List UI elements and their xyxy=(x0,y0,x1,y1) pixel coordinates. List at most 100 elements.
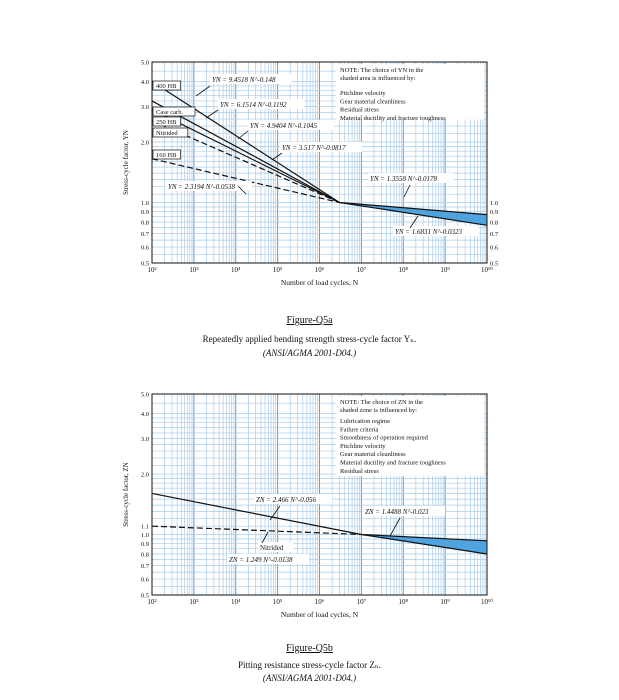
series-line-a-0 xyxy=(151,80,340,203)
leader-line xyxy=(409,215,419,229)
y-tick-label-left: 4.0 xyxy=(141,411,149,418)
equation-label: ZN = 1.249 N^-0.0138 xyxy=(229,556,293,564)
y-tick-label-left: 1.1 xyxy=(141,524,149,531)
note-item: Lubrication regime xyxy=(340,418,390,425)
note-title: shaded area is influenced by: xyxy=(340,75,416,82)
y-tick-label-left: 1.0 xyxy=(141,200,149,207)
equation-label: YN = 1.3558 N^-0.0178 xyxy=(370,175,437,183)
x-axis-label: Number of load cycles, N xyxy=(281,278,359,287)
figure-a-caption: Repeatedly applied bending strength stre… xyxy=(202,334,417,344)
note-item: Gear material cleanliness xyxy=(340,451,406,458)
curve-label-box xyxy=(152,80,181,91)
x-tick-label: 10⁹ xyxy=(440,266,450,274)
equation-bg xyxy=(363,506,445,516)
leader-line xyxy=(237,185,247,195)
y-tick-label-right: 0.9 xyxy=(490,209,498,216)
note-item: Pitchline velocity xyxy=(340,443,386,450)
x-tick-label: 10⁷ xyxy=(357,266,367,274)
y-tick-label-right: 0.7 xyxy=(490,231,499,238)
figure-b-standard: (ANSI/AGMA 2001-D04.) xyxy=(262,673,357,683)
plot-frame-b xyxy=(151,393,488,596)
y-axis-label: Stress-cycle factor, YN xyxy=(122,130,130,195)
series-line-b-1 xyxy=(151,525,362,536)
leader-line xyxy=(403,184,411,198)
x-tick-label: 10⁷ xyxy=(357,598,367,606)
note-item: Material ductility and fracture toughnes… xyxy=(340,460,446,467)
y-tick-label-left: 0.7 xyxy=(141,563,150,570)
x-tick-label: 10² xyxy=(147,266,156,274)
note-item: Material ductility and fracture toughnes… xyxy=(340,115,446,122)
y-tick-label-left: 3.0 xyxy=(141,436,149,443)
series-line-a-5 xyxy=(339,201,488,216)
leader-line xyxy=(271,152,283,161)
note-title: NOTE: The choice of ZN in the xyxy=(340,399,423,406)
x-tick-label: 10¹⁰ xyxy=(481,266,493,274)
figure-b-label: Figure-Q5b xyxy=(286,643,333,654)
note-title: NOTE: The choice of YN in the xyxy=(340,67,424,74)
y-tick-label-left: 0.9 xyxy=(141,209,149,216)
plot-frame-a xyxy=(151,61,488,264)
x-tick-label: 10⁸ xyxy=(399,598,409,606)
equation-bg xyxy=(258,542,294,552)
y-tick-label-left: 0.5 xyxy=(141,261,149,268)
curve-label-box xyxy=(152,149,181,160)
x-tick-label: 10² xyxy=(147,598,156,606)
y-tick-label-left: 0.6 xyxy=(141,245,150,252)
leader-line xyxy=(205,109,219,119)
curve-label: 160 HB xyxy=(156,152,177,159)
x-tick-label: 10¹⁰ xyxy=(481,598,493,606)
leader-line xyxy=(269,505,281,521)
equation-bg xyxy=(248,120,334,130)
equation-label: YN = 4.9404 N^-0.1045 xyxy=(250,122,317,130)
equation-label: YN = 3.517 N^-0.0817 xyxy=(282,144,346,152)
note-item: Failure criteria xyxy=(340,426,379,433)
x-tick-label: 10⁹ xyxy=(440,598,450,606)
equation-label: Nitrided xyxy=(260,544,284,552)
x-tick-label: 10⁶ xyxy=(315,266,325,274)
equation-label: YN = 2.3194 N^-0.0538 xyxy=(168,183,235,191)
x-axis-label: Number of load cycles, N xyxy=(281,610,359,619)
equation-label: ZN = 2.466 N^-0.056 xyxy=(256,496,316,504)
y-tick-label-left: 5.0 xyxy=(141,60,149,67)
figure-a-label: Figure-Q5a xyxy=(286,315,333,326)
series-line-a-3 xyxy=(151,120,340,204)
equation-label: ZN = 1.4488 N^-0.023 xyxy=(365,508,429,516)
x-tick-label: 10⁸ xyxy=(399,266,409,274)
leader-line xyxy=(195,85,211,97)
curve-label: Case carb. xyxy=(156,109,183,116)
figure-a-standard: (ANSI/AGMA 2001-D04.) xyxy=(262,348,357,358)
note-box-a xyxy=(336,64,484,120)
y-tick-label-left: 0.8 xyxy=(141,551,149,558)
equation-label: YN = 1.6831 N^-0.0323 xyxy=(395,228,462,236)
equation-bg xyxy=(210,74,292,84)
x-tick-label: 10⁶ xyxy=(315,598,325,606)
figure-b-caption: Pitting resistance stress-cycle factor Z… xyxy=(237,660,382,670)
series-line-b-3 xyxy=(361,533,488,555)
y-tick-label-right: 0.5 xyxy=(490,261,498,268)
series-line-a-2 xyxy=(151,109,340,204)
equation-bg xyxy=(166,181,252,191)
y-tick-label-left: 5.0 xyxy=(141,392,149,399)
y-tick-label-left: 4.0 xyxy=(141,79,149,86)
note-item: Gear material cleanliness xyxy=(340,98,406,105)
series-line-a-1 xyxy=(151,100,340,204)
series-line-b-2 xyxy=(361,533,488,542)
leader-line xyxy=(261,531,269,544)
curve-label: 400 HB xyxy=(156,83,177,90)
equation-bg xyxy=(280,142,362,152)
y-tick-label-left: 2.0 xyxy=(141,139,149,146)
equation-bg xyxy=(368,173,454,183)
y-tick-label-left: 0.9 xyxy=(141,541,149,548)
y-tick-label-left: 0.7 xyxy=(141,231,150,238)
y-tick-label-right: 1.0 xyxy=(490,200,498,207)
y-tick-label-left: 0.6 xyxy=(141,577,150,584)
equation-bg xyxy=(393,226,479,236)
note-item: Pitchline velocity xyxy=(340,90,386,97)
x-tick-label: 10⁵ xyxy=(273,598,283,606)
series-line-a-4 xyxy=(151,158,340,204)
y-tick-label-left: 0.8 xyxy=(141,219,149,226)
x-tick-label: 10⁴ xyxy=(231,598,241,606)
y-tick-label-left: 1.0 xyxy=(141,532,149,539)
leader-line xyxy=(237,130,249,140)
